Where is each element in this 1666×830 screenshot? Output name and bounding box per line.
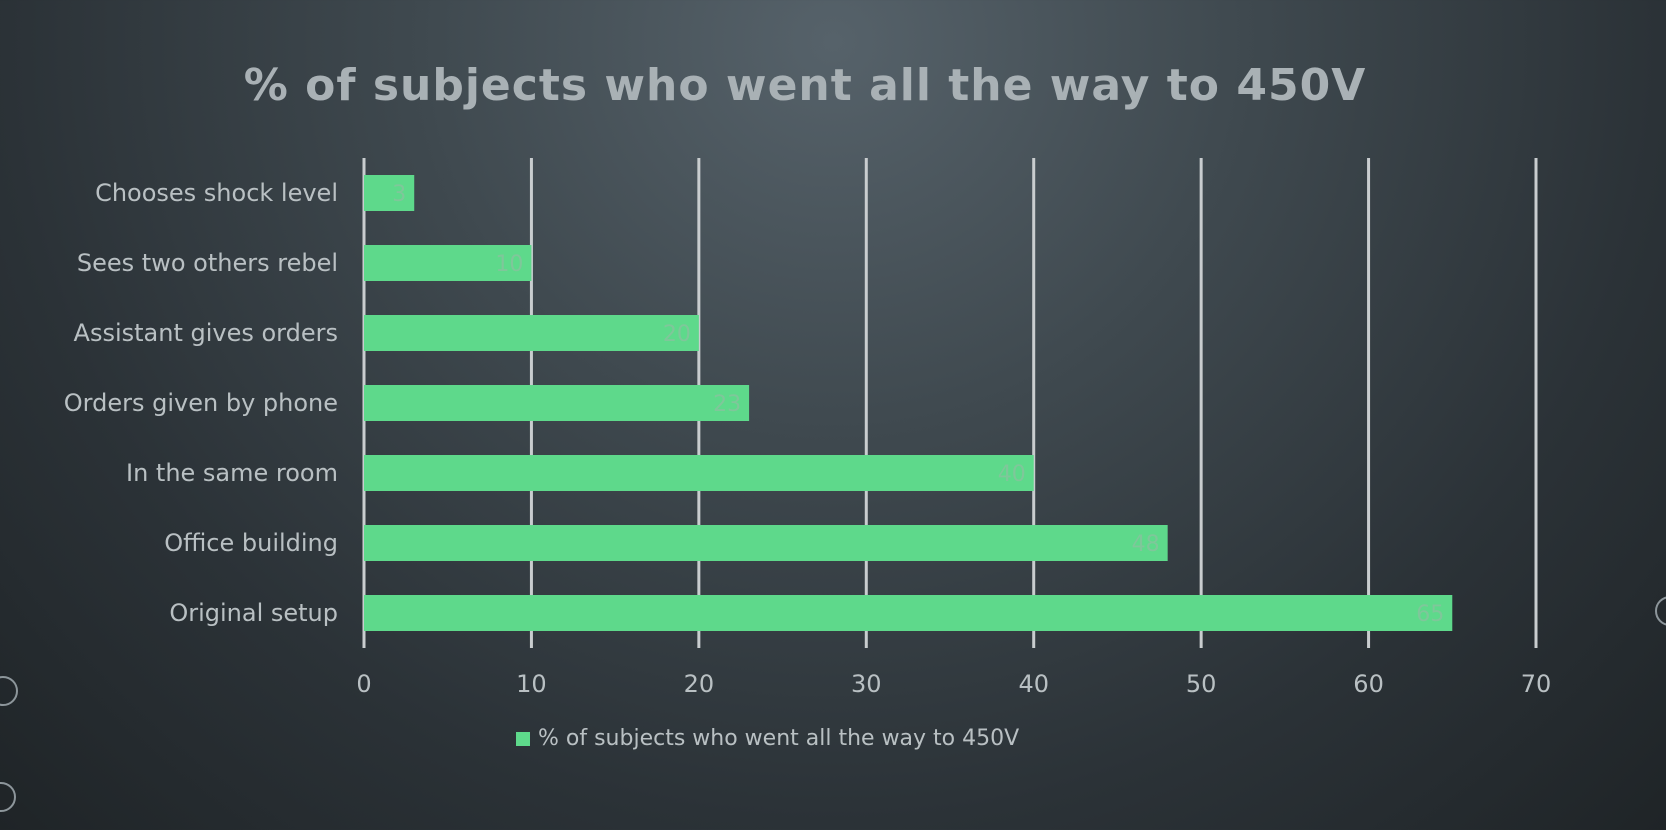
data-label: 3 [392,182,406,207]
data-label: 20 [663,322,691,347]
x-tick-label: 40 [1018,670,1049,698]
category-label: Chooses shock level [95,179,338,207]
data-label: 65 [1416,602,1444,627]
bar [364,245,532,281]
data-label: 23 [713,392,741,417]
category-label: Assistant gives orders [74,319,338,347]
category-label: Orders given by phone [64,389,338,417]
legend-swatch [516,731,530,746]
x-tick-label: 0 [356,670,371,698]
bar [364,455,1034,491]
legend: % of subjects who went all the way to 45… [516,726,1019,751]
bar [364,385,750,421]
bar [364,595,1453,631]
x-tick-labels: 0 10 20 30 40 50 60 70 [356,670,1551,698]
data-label: 40 [998,462,1026,487]
x-tick-label: 50 [1186,670,1217,698]
category-label: Sees two others rebel [77,249,338,277]
category-labels: Chooses shock level Sees two others rebel… [64,179,338,627]
data-label: 10 [495,252,523,277]
data-label: 48 [1132,532,1160,557]
x-tick-label: 20 [684,670,715,698]
bars: 3 10 20 23 40 48 65 [364,175,1453,631]
x-tick-label: 70 [1521,670,1552,698]
legend-label: % of subjects who went all the way to 45… [538,726,1020,751]
bar [364,175,415,211]
category-label: Office building [164,529,338,557]
chart-title: % of subjects who went all the way to 45… [243,60,1367,111]
category-label: Original setup [169,599,338,627]
category-label: In the same room [126,459,338,487]
bar [364,525,1168,561]
x-tick-label: 60 [1353,670,1384,698]
bar [364,315,699,351]
x-tick-label: 30 [851,670,882,698]
x-tick-label: 10 [516,670,547,698]
